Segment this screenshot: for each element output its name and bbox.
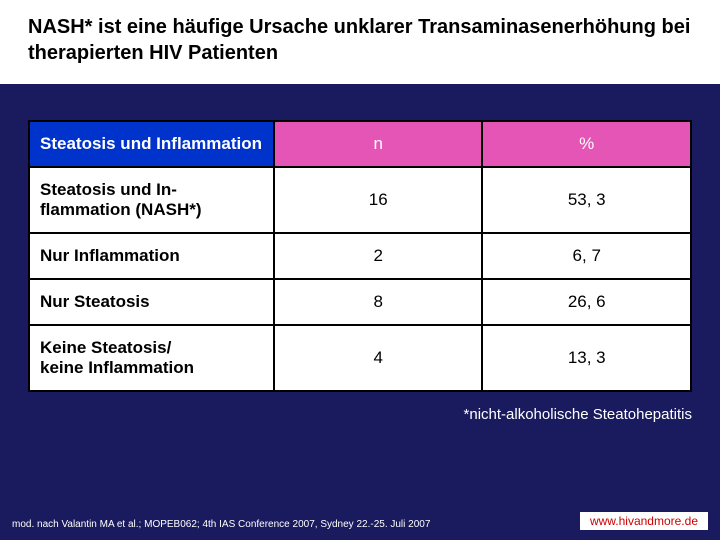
data-table: Steatosis und Inflammation n % Steatosis… [28, 120, 692, 392]
row-pct: 6, 7 [482, 233, 691, 279]
footnote: *nicht-alkoholische Steatohepatitis [0, 392, 720, 423]
title-box: NASH* ist eine häufige Ursache unklarer … [0, 0, 720, 84]
row-n: 2 [274, 233, 483, 279]
row-n: 8 [274, 279, 483, 325]
table-body: Steatosis und In-flammation (NASH*) 16 5… [29, 167, 691, 391]
header-n: n [274, 121, 483, 167]
row-label: Nur Steatosis [29, 279, 274, 325]
header-percent: % [482, 121, 691, 167]
row-label: Nur Inflammation [29, 233, 274, 279]
header-category: Steatosis und Inflammation [29, 121, 274, 167]
row-label: Steatosis und In-flammation (NASH*) [29, 167, 274, 233]
table-row: Steatosis und In-flammation (NASH*) 16 5… [29, 167, 691, 233]
slide-title: NASH* ist eine häufige Ursache unklarer … [28, 14, 692, 66]
row-n: 16 [274, 167, 483, 233]
table-row: Nur Steatosis 8 26, 6 [29, 279, 691, 325]
source-link[interactable]: www.hivandmore.de [580, 512, 708, 530]
row-n: 4 [274, 325, 483, 391]
row-label: Keine Steatosis/keine Inflammation [29, 325, 274, 391]
row-pct: 13, 3 [482, 325, 691, 391]
table-header-row: Steatosis und Inflammation n % [29, 121, 691, 167]
row-pct: 53, 3 [482, 167, 691, 233]
table-container: Steatosis und Inflammation n % Steatosis… [0, 84, 720, 392]
table-row: Keine Steatosis/keine Inflammation 4 13,… [29, 325, 691, 391]
bottom-bar: mod. nach Valantin MA et al.; MOPEB062; … [0, 512, 720, 530]
row-pct: 26, 6 [482, 279, 691, 325]
table-row: Nur Inflammation 2 6, 7 [29, 233, 691, 279]
citation: mod. nach Valantin MA et al.; MOPEB062; … [12, 519, 430, 530]
